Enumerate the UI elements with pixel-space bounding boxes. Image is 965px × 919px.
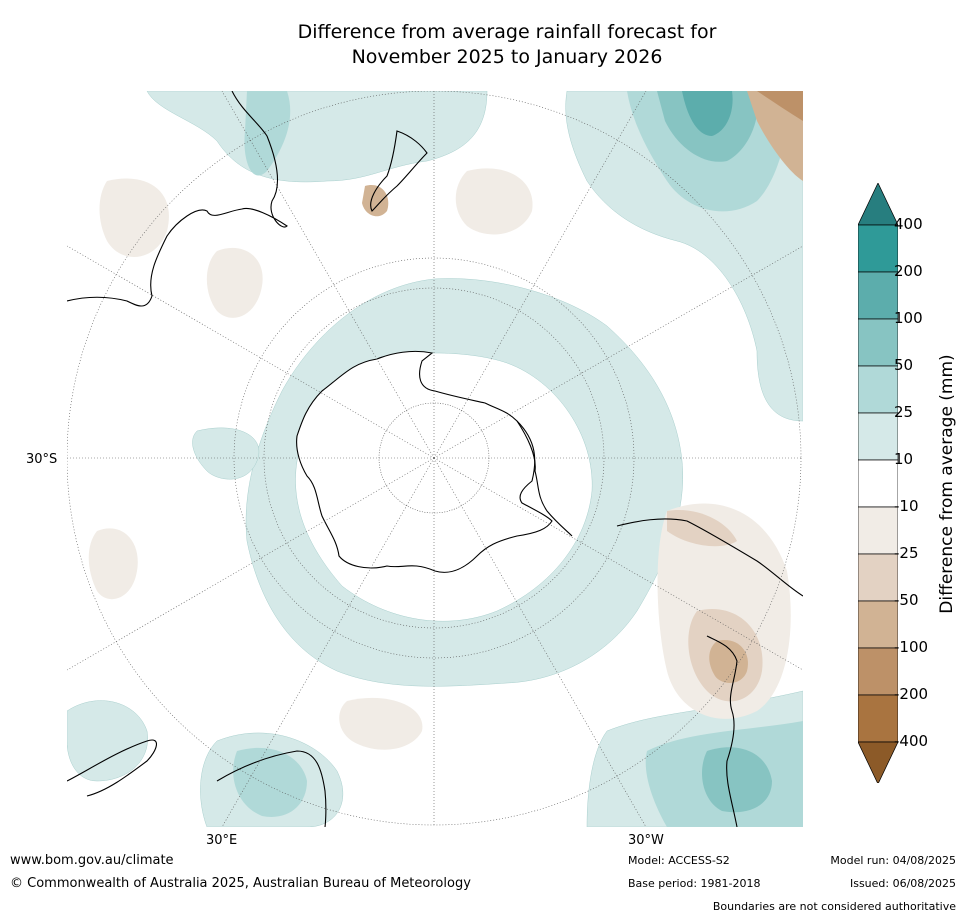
dry-anomaly-6 [99, 178, 169, 258]
dry-anomaly-1 [206, 247, 263, 318]
footer-copyright: © Commonwealth of Australia 2025, Austra… [10, 876, 471, 891]
colorbar-band [858, 412, 898, 461]
wet-anomaly-west [192, 427, 260, 480]
colorbar-extend-bottom [858, 741, 898, 783]
colorbar-band [858, 647, 898, 696]
colorbar-band [858, 600, 898, 649]
wet-anomaly-s-mid [233, 747, 307, 817]
footer-model-run: Model run: 04/08/2025 [830, 854, 956, 867]
colorbar-tick-label: 10 [894, 450, 914, 468]
footer-disclaimer: Boundaries are not considered authoritat… [712, 900, 956, 913]
colorbar [858, 183, 898, 783]
colorbar-band [858, 694, 898, 743]
longitude-label-30w: 30°W [628, 833, 664, 848]
colorbar-tick-label: 50 [894, 356, 914, 374]
colorbar-band [858, 553, 898, 602]
dry-anomaly-2 [88, 528, 138, 600]
colorbar-band [858, 224, 898, 273]
colorbar-tick-label: -50 [894, 591, 919, 609]
dry-anomaly-ne-corner-dark [757, 91, 803, 121]
africa-coastline [67, 739, 327, 827]
new-zealand-coastline [370, 130, 428, 212]
footer-base-period: Base period: 1981-2018 [628, 877, 761, 890]
colorbar-band [858, 365, 898, 414]
south-america-coastline [616, 518, 803, 827]
wet-anomaly-north [146, 91, 488, 183]
wet-anomaly-ne-deep [682, 91, 733, 136]
colorbar-tick-label: -200 [894, 685, 929, 703]
footer-model: Model: ACCESS-S2 [628, 854, 730, 867]
colorbar-band [858, 459, 898, 508]
title-line-2: November 2025 to January 2026 [351, 46, 663, 68]
dry-anomaly-nz [362, 185, 389, 217]
colorbar-band [858, 506, 898, 555]
colorbar-tick-label: -25 [894, 544, 919, 562]
colorbar-tick-label: -400 [894, 732, 929, 750]
dry-anomaly-ne-corner [747, 91, 803, 181]
dry-anomaly-8 [709, 640, 748, 683]
dry-anomaly-9 [667, 510, 737, 547]
colorbar-band [858, 271, 898, 320]
colorbar-tick-label: -10 [894, 497, 919, 515]
dry-anomaly-3 [455, 168, 533, 235]
colorbar-band [858, 318, 898, 367]
colorbar-tick-label: -100 [894, 638, 929, 656]
colorbar-extend-top [858, 183, 898, 226]
antarctic-peninsula [516, 420, 573, 537]
footer-url[interactable]: www.bom.gov.au/climate [10, 853, 174, 868]
colorbar-tick-label: 100 [894, 309, 923, 327]
wet-anomaly-nz [244, 91, 291, 176]
longitude-label-30e: 30°E [206, 833, 238, 848]
chart-title: Difference from average rainfall forecas… [0, 20, 965, 70]
wet-anomaly-se-dark [702, 747, 772, 813]
footer-issued: Issued: 06/08/2025 [849, 877, 956, 890]
colorbar-tick-label: 400 [894, 215, 923, 233]
dry-anomaly-4 [339, 697, 423, 750]
rainfall-map [67, 91, 803, 827]
colorbar-tick-label: 25 [894, 403, 914, 421]
colorbar-title: Difference from average (mm) [937, 354, 957, 614]
australia-coastline [67, 91, 288, 307]
latitude-label-30s: 30°S [26, 452, 58, 467]
title-line-1: Difference from average rainfall forecas… [297, 21, 717, 43]
colorbar-tick-label: 200 [894, 262, 923, 280]
graticule-meridians [67, 91, 803, 827]
wet-anomaly-southwest [67, 700, 148, 782]
